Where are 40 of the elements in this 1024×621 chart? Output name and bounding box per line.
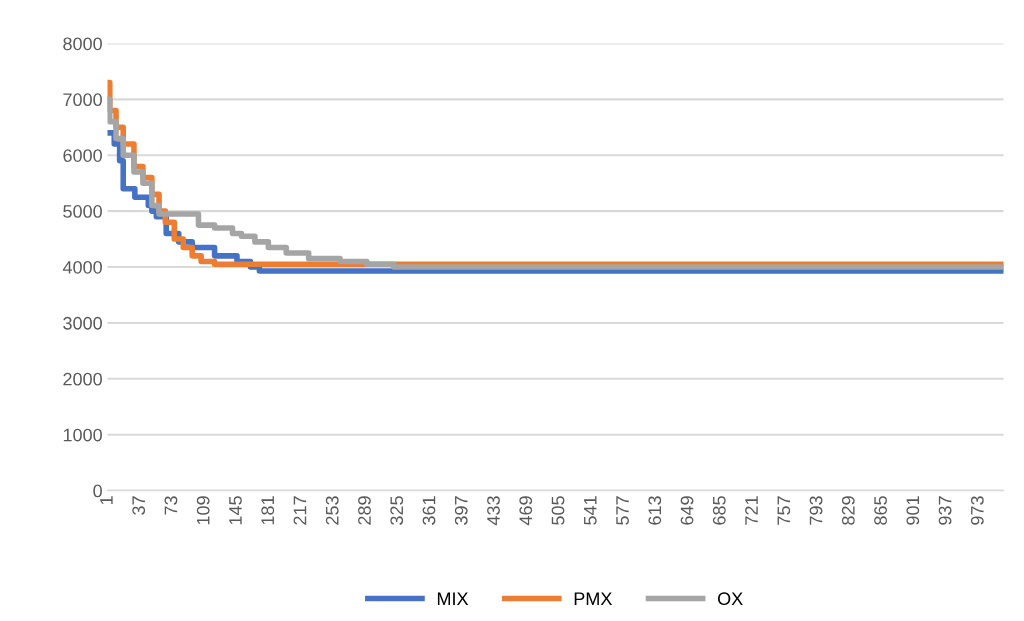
x-tick-label: 289 (358, 496, 371, 525)
x-tick-label: 397 (454, 496, 468, 525)
x-tick-label: 217 (293, 496, 307, 525)
x-tick-label: 145 (229, 496, 242, 525)
x-tick-label: 685 (712, 496, 726, 525)
y-tick-label: 4000 (62, 260, 102, 274)
x-tick-label: 721 (745, 496, 758, 525)
y-tick-label: 7000 (63, 93, 102, 107)
x-tick-label: 613 (648, 496, 662, 525)
legend-label: OX (717, 592, 743, 606)
x-tick-label: 793 (809, 496, 823, 525)
x-tick-label: 541 (584, 496, 597, 525)
y-tick-label: 8000 (63, 37, 102, 51)
legend-label: PMX (574, 592, 613, 605)
x-tick-label: 937 (938, 496, 952, 525)
x-tick-label: 1 (100, 496, 113, 505)
y-tick-label: 5000 (63, 205, 102, 218)
x-tick-label: 253 (325, 496, 339, 525)
x-tick-label: 973 (970, 496, 984, 525)
x-tick-label: 649 (680, 496, 694, 525)
y-tick-label: 1000 (63, 428, 102, 442)
x-tick-label: 361 (422, 496, 436, 525)
x-tick-label: 865 (874, 496, 887, 525)
x-tick-label: 325 (390, 496, 404, 525)
legend-label: MIX (437, 592, 469, 605)
y-tick-label: 0 (93, 484, 102, 498)
x-tick-label: 109 (196, 496, 210, 525)
x-tick-label: 829 (841, 496, 855, 525)
x-tick-label: 73 (164, 496, 178, 515)
x-tick-label: 901 (906, 496, 920, 525)
x-tick-label: 433 (487, 496, 500, 526)
x-tick-label: 469 (519, 496, 533, 526)
y-tick-label: 6000 (63, 149, 102, 162)
x-tick-label: 37 (132, 496, 146, 515)
x-tick-label: 577 (616, 496, 629, 525)
x-tick-label: 181 (261, 496, 275, 525)
x-tick-label: 757 (777, 496, 791, 525)
y-tick-label: 3000 (63, 316, 102, 330)
y-tick-label: 2000 (63, 372, 102, 386)
x-tick-label: 505 (551, 496, 565, 525)
